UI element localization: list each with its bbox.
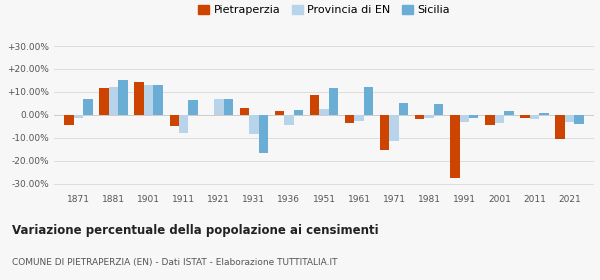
Bar: [364, 87, 373, 115]
Bar: [293, 110, 303, 115]
Bar: [118, 80, 128, 115]
Bar: [415, 115, 424, 119]
Bar: [239, 108, 249, 115]
Bar: [434, 104, 443, 115]
Bar: [179, 115, 188, 133]
Bar: [520, 115, 530, 118]
Bar: [424, 115, 434, 118]
Bar: [188, 100, 198, 115]
Bar: [389, 115, 399, 141]
Bar: [310, 95, 319, 115]
Bar: [170, 115, 179, 126]
Bar: [460, 115, 469, 122]
Text: Variazione percentuale della popolazione ai censimenti: Variazione percentuale della popolazione…: [12, 224, 379, 237]
Bar: [284, 115, 293, 125]
Bar: [574, 115, 584, 124]
Bar: [504, 111, 514, 115]
Bar: [539, 113, 548, 115]
Bar: [469, 115, 478, 118]
Bar: [494, 115, 504, 123]
Bar: [109, 87, 118, 115]
Bar: [224, 99, 233, 115]
Bar: [345, 115, 355, 123]
Bar: [355, 115, 364, 120]
Bar: [154, 85, 163, 115]
Bar: [485, 115, 494, 125]
Bar: [83, 99, 93, 115]
Bar: [249, 115, 259, 134]
Bar: [555, 115, 565, 139]
Bar: [450, 115, 460, 178]
Bar: [319, 109, 329, 115]
Bar: [399, 103, 409, 115]
Text: COMUNE DI PIETRAPERZIA (EN) - Dati ISTAT - Elaborazione TUTTITALIA.IT: COMUNE DI PIETRAPERZIA (EN) - Dati ISTAT…: [12, 258, 337, 267]
Bar: [329, 88, 338, 115]
Bar: [144, 85, 154, 115]
Bar: [134, 81, 144, 115]
Bar: [380, 115, 389, 150]
Bar: [530, 115, 539, 119]
Bar: [64, 115, 74, 125]
Legend: Pietraperzia, Provincia di EN, Sicilia: Pietraperzia, Provincia di EN, Sicilia: [196, 3, 452, 17]
Bar: [74, 115, 83, 118]
Bar: [259, 115, 268, 153]
Bar: [100, 88, 109, 115]
Bar: [214, 99, 224, 115]
Bar: [275, 111, 284, 115]
Bar: [565, 115, 574, 122]
